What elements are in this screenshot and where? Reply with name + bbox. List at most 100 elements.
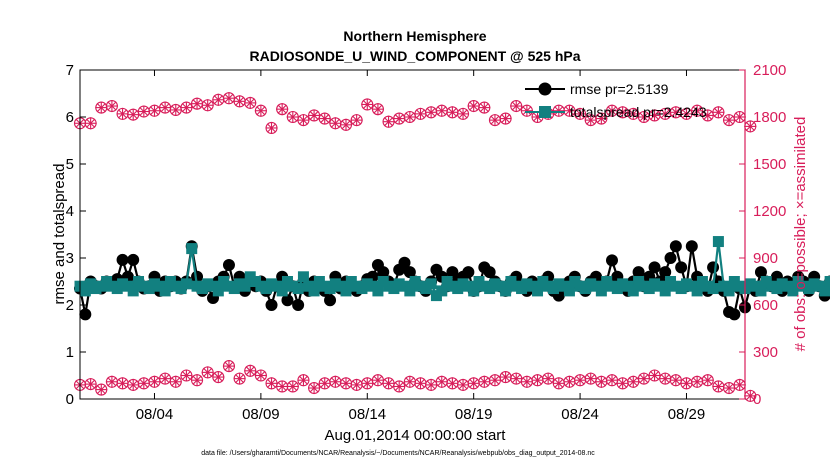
y-tick-label-left: 4 xyxy=(66,203,74,220)
rmse-point xyxy=(79,308,92,321)
y-tick-label-right: 1500 xyxy=(753,156,786,173)
obs-assimilated-point xyxy=(403,111,416,123)
obs-assimilated-point xyxy=(276,380,289,393)
obs-assimilated-point xyxy=(733,378,746,391)
obs-assimilated-point xyxy=(701,109,714,122)
obs-assimilated-point xyxy=(563,104,576,117)
obs-assimilated-point xyxy=(329,117,342,130)
y-tick-label-right: 600 xyxy=(753,297,778,314)
obs-assimilated-point xyxy=(510,100,523,113)
chart-subtitle: RADIOSONDE_U_WIND_COMPONENT @ 525 hPa xyxy=(249,48,580,64)
obs-assimilated-point-stroke xyxy=(234,96,245,106)
obs-assimilated-point xyxy=(105,375,118,388)
obs-assimilated-point xyxy=(744,389,757,402)
obs-assimilated-point-stroke xyxy=(554,378,564,388)
y-tick-label-right: 300 xyxy=(753,344,778,361)
obs-assimilated-point xyxy=(95,383,108,396)
obs-assimilated-point-stroke xyxy=(511,101,521,111)
obs-assimilated-point-stroke xyxy=(692,377,702,387)
obs-assimilated-point-stroke xyxy=(203,367,213,377)
obs-assimilated-point xyxy=(222,92,235,105)
obs-assimilated-point-stroke xyxy=(256,106,266,116)
axis-layer: 08/04 08/09 08/14 08/19 08/24 08/29 0 1 2 3 4 5 6 7 0 3… xyxy=(66,62,787,423)
obs-assimilated-point xyxy=(584,372,597,385)
obs-assimilated-point-stroke xyxy=(426,380,436,390)
rmse-point xyxy=(728,308,741,321)
obs-assimilated-point-stroke xyxy=(266,123,277,133)
obs-assimilated-point xyxy=(329,375,342,388)
footnote: data file: /Users/gharamti/Documents/NCA… xyxy=(201,450,595,457)
y-tick-label-left: 7 xyxy=(66,62,74,79)
obs-assimilated-point-stroke xyxy=(639,374,649,384)
obs-assimilated-point xyxy=(361,377,374,390)
obs-assimilated-point xyxy=(659,107,672,120)
obs-assimilated-point xyxy=(254,104,267,117)
obs-assimilated-point-stroke xyxy=(479,377,489,387)
obs-assimilated-point-stroke xyxy=(671,107,681,117)
obs-assimilated-point xyxy=(127,108,140,121)
obs-assimilated-point-stroke xyxy=(564,106,575,116)
totalspread-point xyxy=(186,243,198,255)
rmse-point xyxy=(483,266,496,279)
obs-assimilated-point-stroke xyxy=(703,110,713,121)
obs-assimilated-point-stroke xyxy=(607,106,617,116)
obs-assimilated-point-stroke xyxy=(277,381,287,392)
obs-assimilated-point-stroke xyxy=(107,101,117,111)
obs-assimilated-point xyxy=(393,380,406,393)
obs-assimilated-point xyxy=(637,111,650,123)
rmse-point xyxy=(685,240,698,253)
obs-assimilated-point-stroke xyxy=(213,95,223,105)
totalspread-point xyxy=(468,285,480,297)
totalspread-point xyxy=(159,285,171,297)
obs-assimilated-point-stroke xyxy=(639,112,649,122)
obs-assimilated-point xyxy=(616,106,629,119)
obs-assimilated-point xyxy=(105,100,118,113)
obs-assimilated-point-stroke xyxy=(213,372,223,382)
y-axis-label-left: rmse and totalspread xyxy=(51,164,68,305)
obs-assimilated-point xyxy=(265,377,278,390)
totalspread-point xyxy=(425,278,437,290)
obs-assimilated-point xyxy=(148,375,161,388)
obs-assimilated-point-stroke xyxy=(171,377,181,387)
obs-assimilated-point-stroke xyxy=(256,370,266,381)
obs-assimilated-point-stroke xyxy=(203,100,213,110)
rmse-point xyxy=(675,261,688,274)
obs-assimilated-point xyxy=(159,101,172,114)
obs-assimilated-point xyxy=(435,104,448,117)
obs-assimilated-point xyxy=(371,103,384,116)
obs-assimilated-point xyxy=(212,93,225,106)
y-tick-label-left: 2 xyxy=(66,297,74,314)
rmse-point xyxy=(222,259,235,272)
obs-assimilated-point xyxy=(148,104,161,117)
obs-assimilated-point-stroke xyxy=(426,107,436,117)
obs-assimilated-point-stroke xyxy=(149,377,160,387)
obs-assimilated-point-stroke xyxy=(628,377,638,387)
rmse-point xyxy=(659,266,672,279)
obs-assimilated-point xyxy=(382,115,395,128)
obs-assimilated-point-stroke xyxy=(373,104,383,114)
obs-assimilated-point-stroke xyxy=(160,374,170,384)
obs-assimilated-point xyxy=(425,378,438,391)
obs-assimilated-point-stroke xyxy=(298,375,309,385)
obs-assimilated-point xyxy=(659,372,672,385)
obs-assimilated-point-stroke xyxy=(628,109,638,119)
obs-assimilated-point xyxy=(371,374,384,387)
rmse-point xyxy=(265,299,278,311)
obs-assimilated-point xyxy=(723,382,736,395)
obs-assimilated-point xyxy=(222,360,235,373)
obs-assimilated-point xyxy=(403,375,416,388)
obs-assimilated-point-stroke xyxy=(341,120,351,130)
legend-marker-totalspread xyxy=(539,106,551,118)
totalspread-point xyxy=(292,283,304,295)
obs-assimilated-point-stroke xyxy=(437,377,447,387)
obs-assimilated-point-stroke xyxy=(86,118,96,128)
obs-assimilated-point xyxy=(595,112,608,125)
rmse-point xyxy=(669,240,682,253)
obs-assimilated-point-stroke xyxy=(745,391,755,401)
obs-assimilated-point-stroke xyxy=(500,113,511,124)
obs-assimilated-point-stroke xyxy=(522,106,532,116)
obs-assimilated-point-stroke xyxy=(532,375,543,385)
obs-assimilated-point-stroke xyxy=(586,374,596,384)
x-tick-label: 08/24 xyxy=(561,406,599,423)
obs-assimilated-point-stroke xyxy=(447,107,458,117)
